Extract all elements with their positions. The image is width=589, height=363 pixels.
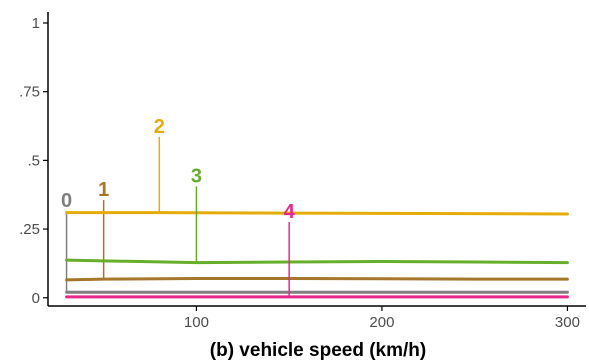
series-3-label: 3 bbox=[191, 165, 202, 187]
series-2-line bbox=[65, 211, 569, 216]
series-1-line bbox=[65, 277, 569, 282]
series-1-label: 1 bbox=[98, 179, 109, 201]
series-4-label: 4 bbox=[284, 201, 296, 223]
series-layer: 0 1 2 3 4 bbox=[61, 116, 569, 299]
series-2-label: 2 bbox=[154, 116, 165, 138]
y-tick-label: .25 bbox=[19, 221, 40, 238]
y-tick-label: 1 bbox=[32, 15, 40, 32]
x-axis-label: (b) vehicle speed (km/h) bbox=[210, 340, 426, 361]
x-tick-label: 200 bbox=[369, 314, 394, 331]
series-2: 2 bbox=[65, 116, 569, 216]
series-1: 1 bbox=[65, 179, 569, 282]
axes bbox=[47, 12, 586, 307]
series-0-label: 0 bbox=[61, 190, 72, 212]
y-tick-label: .5 bbox=[27, 152, 40, 169]
series-4: 4 bbox=[65, 201, 569, 299]
series-0: 0 bbox=[61, 190, 569, 294]
x-ticks: 100 200 300 bbox=[184, 306, 580, 331]
series-3-line bbox=[65, 258, 569, 265]
x-tick-label: 100 bbox=[184, 314, 209, 331]
y-tick-label: .75 bbox=[19, 84, 40, 101]
y-ticks: 0 .25 .5 .75 1 bbox=[19, 15, 48, 307]
x-tick-label: 300 bbox=[555, 314, 580, 331]
y-tick-label: 0 bbox=[32, 290, 40, 307]
